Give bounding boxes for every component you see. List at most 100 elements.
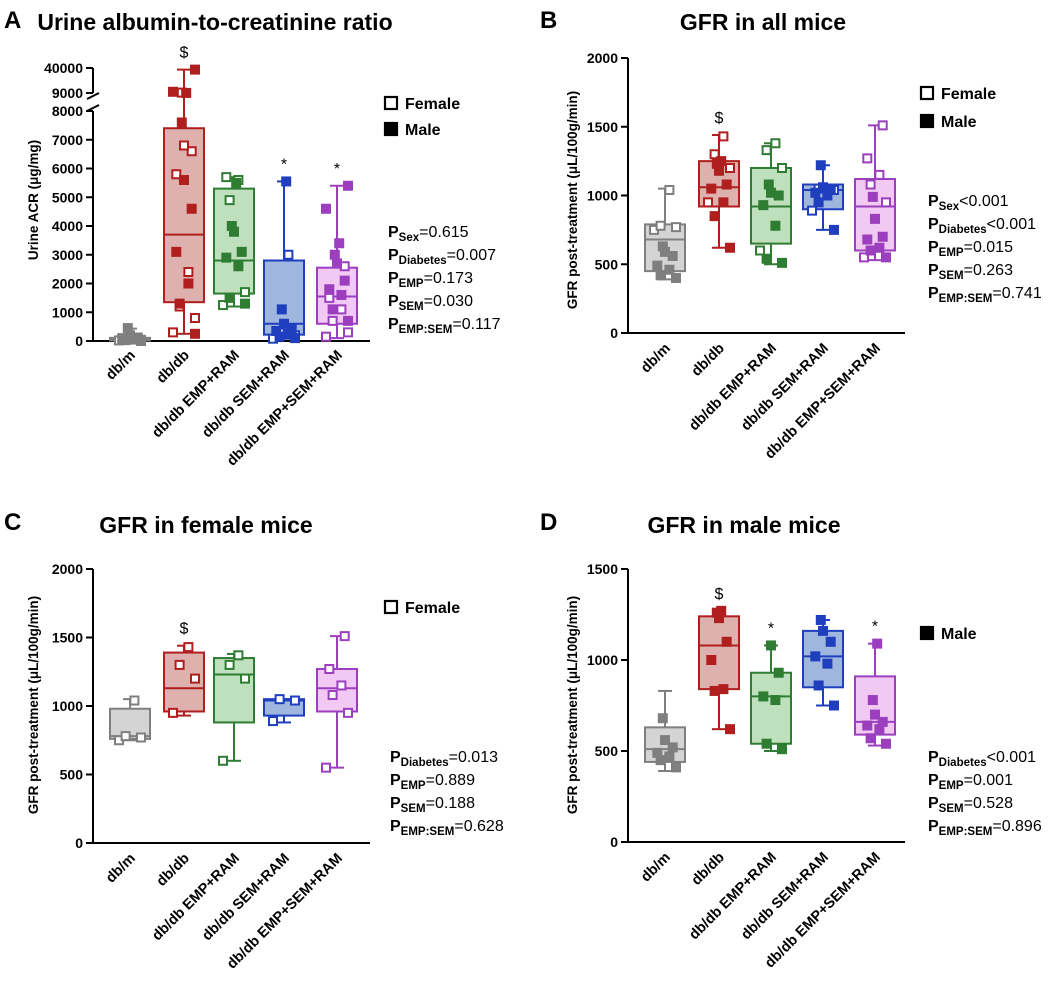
- stat-subscript: Sex: [399, 232, 420, 244]
- point-male: [867, 191, 878, 202]
- point-male: [652, 747, 663, 758]
- point-female: [343, 327, 353, 338]
- stat-value: =0.030: [424, 293, 473, 310]
- y-tick-label: 1000: [52, 304, 83, 320]
- point-male: [877, 231, 888, 242]
- stat-subscript: Diabetes: [939, 757, 987, 769]
- point-female: [761, 145, 772, 156]
- stat-line: PEMP=0.889: [390, 772, 475, 792]
- point-female: [336, 304, 347, 315]
- point-male: [709, 685, 720, 696]
- point-female: [190, 313, 200, 323]
- stat-line: PSex=0.615: [388, 224, 469, 244]
- point-male: [226, 221, 237, 231]
- stat-subscript: EMP:SEM: [939, 826, 993, 838]
- stat-p: P: [928, 795, 939, 812]
- x-category-label: db/db EMP+RAM: [686, 341, 780, 435]
- box-3: [263, 694, 305, 727]
- point-female: [703, 197, 713, 208]
- stat-line: PDiabetes<0.001: [928, 216, 1036, 236]
- y-axis-label: GFR post-treatment (μL/100g/min): [565, 596, 580, 814]
- axis-break-mark: [86, 92, 100, 100]
- stat-p: P: [388, 224, 399, 241]
- point-male: [718, 684, 729, 695]
- x-category-label: db/db SEM+RAM: [199, 851, 293, 945]
- point-male: [773, 667, 784, 678]
- stat-p: P: [928, 285, 939, 302]
- point-male: [186, 203, 197, 214]
- point-male: [652, 260, 663, 271]
- y-tick-label: 40000: [44, 60, 83, 76]
- stat-subscript: EMP: [939, 247, 964, 259]
- point-female: [321, 331, 331, 342]
- point-male: [716, 156, 727, 167]
- point-female: [874, 169, 885, 180]
- stat-subscript: EMP: [399, 278, 424, 290]
- x-category-label: db/db: [154, 850, 193, 889]
- point-male: [667, 742, 678, 753]
- point-male: [725, 724, 735, 735]
- point-male: [818, 625, 828, 636]
- point-male: [321, 203, 331, 214]
- point-male: [231, 177, 242, 188]
- point-male: [758, 200, 769, 211]
- y-tick-label: 7000: [52, 132, 83, 148]
- stat-line: PEMP=0.001: [928, 772, 1013, 792]
- x-category-label: db/db SEM+RAM: [738, 341, 832, 435]
- point-male: [332, 258, 342, 269]
- significance-marker: *: [334, 161, 340, 178]
- stat-subscript: EMP:SEM: [399, 324, 453, 336]
- legend-swatch-female: [919, 85, 935, 101]
- point-male: [190, 328, 200, 339]
- point-female: [268, 716, 278, 727]
- point-male: [171, 246, 182, 257]
- point-male: [324, 284, 335, 295]
- point-male: [758, 691, 769, 702]
- point-male: [822, 658, 833, 669]
- point-male: [829, 224, 839, 235]
- legend-swatch-female: [383, 95, 399, 111]
- point-female: [718, 131, 729, 142]
- stat-value: =0.188: [426, 795, 475, 812]
- point-female: [168, 707, 178, 718]
- stat-p: P: [928, 193, 939, 210]
- y-tick-label: 0: [75, 333, 83, 349]
- point-female: [183, 267, 194, 277]
- point-male: [810, 651, 821, 662]
- point-male: [870, 709, 880, 720]
- point-female: [120, 731, 131, 742]
- point-male: [221, 252, 232, 263]
- point-male: [766, 640, 776, 651]
- y-tick-label: 500: [595, 256, 619, 272]
- point-male: [236, 246, 247, 257]
- stat-p: P: [388, 270, 399, 287]
- point-female: [807, 205, 817, 216]
- y-axis-label: GFR post-treatment (μL/100g/min): [26, 596, 41, 814]
- stat-subscript: EMP:SEM: [401, 826, 455, 838]
- point-male: [763, 179, 774, 190]
- point-male: [874, 242, 885, 253]
- point-female: [336, 680, 347, 691]
- point-male: [281, 176, 292, 187]
- significance-marker: $: [180, 621, 189, 638]
- significance-marker: *: [281, 156, 287, 173]
- point-female: [877, 120, 888, 131]
- point-male: [761, 253, 772, 264]
- point-female: [168, 327, 178, 338]
- point-female: [862, 153, 873, 164]
- stat-value: =0.528: [964, 795, 1013, 812]
- point-male: [721, 179, 732, 190]
- y-tick-label: 1500: [52, 630, 83, 646]
- point-male: [761, 738, 772, 749]
- point-female: [174, 659, 185, 670]
- box-1: $: [163, 621, 205, 718]
- legend-label: Male: [405, 122, 441, 139]
- box-1: $: [698, 586, 740, 735]
- legend-swatch-male: [919, 625, 935, 641]
- point-male: [190, 64, 200, 75]
- point-male: [706, 183, 717, 194]
- point-female: [725, 163, 735, 173]
- point-male: [657, 241, 668, 252]
- point-male: [327, 304, 338, 315]
- point-male: [766, 187, 776, 198]
